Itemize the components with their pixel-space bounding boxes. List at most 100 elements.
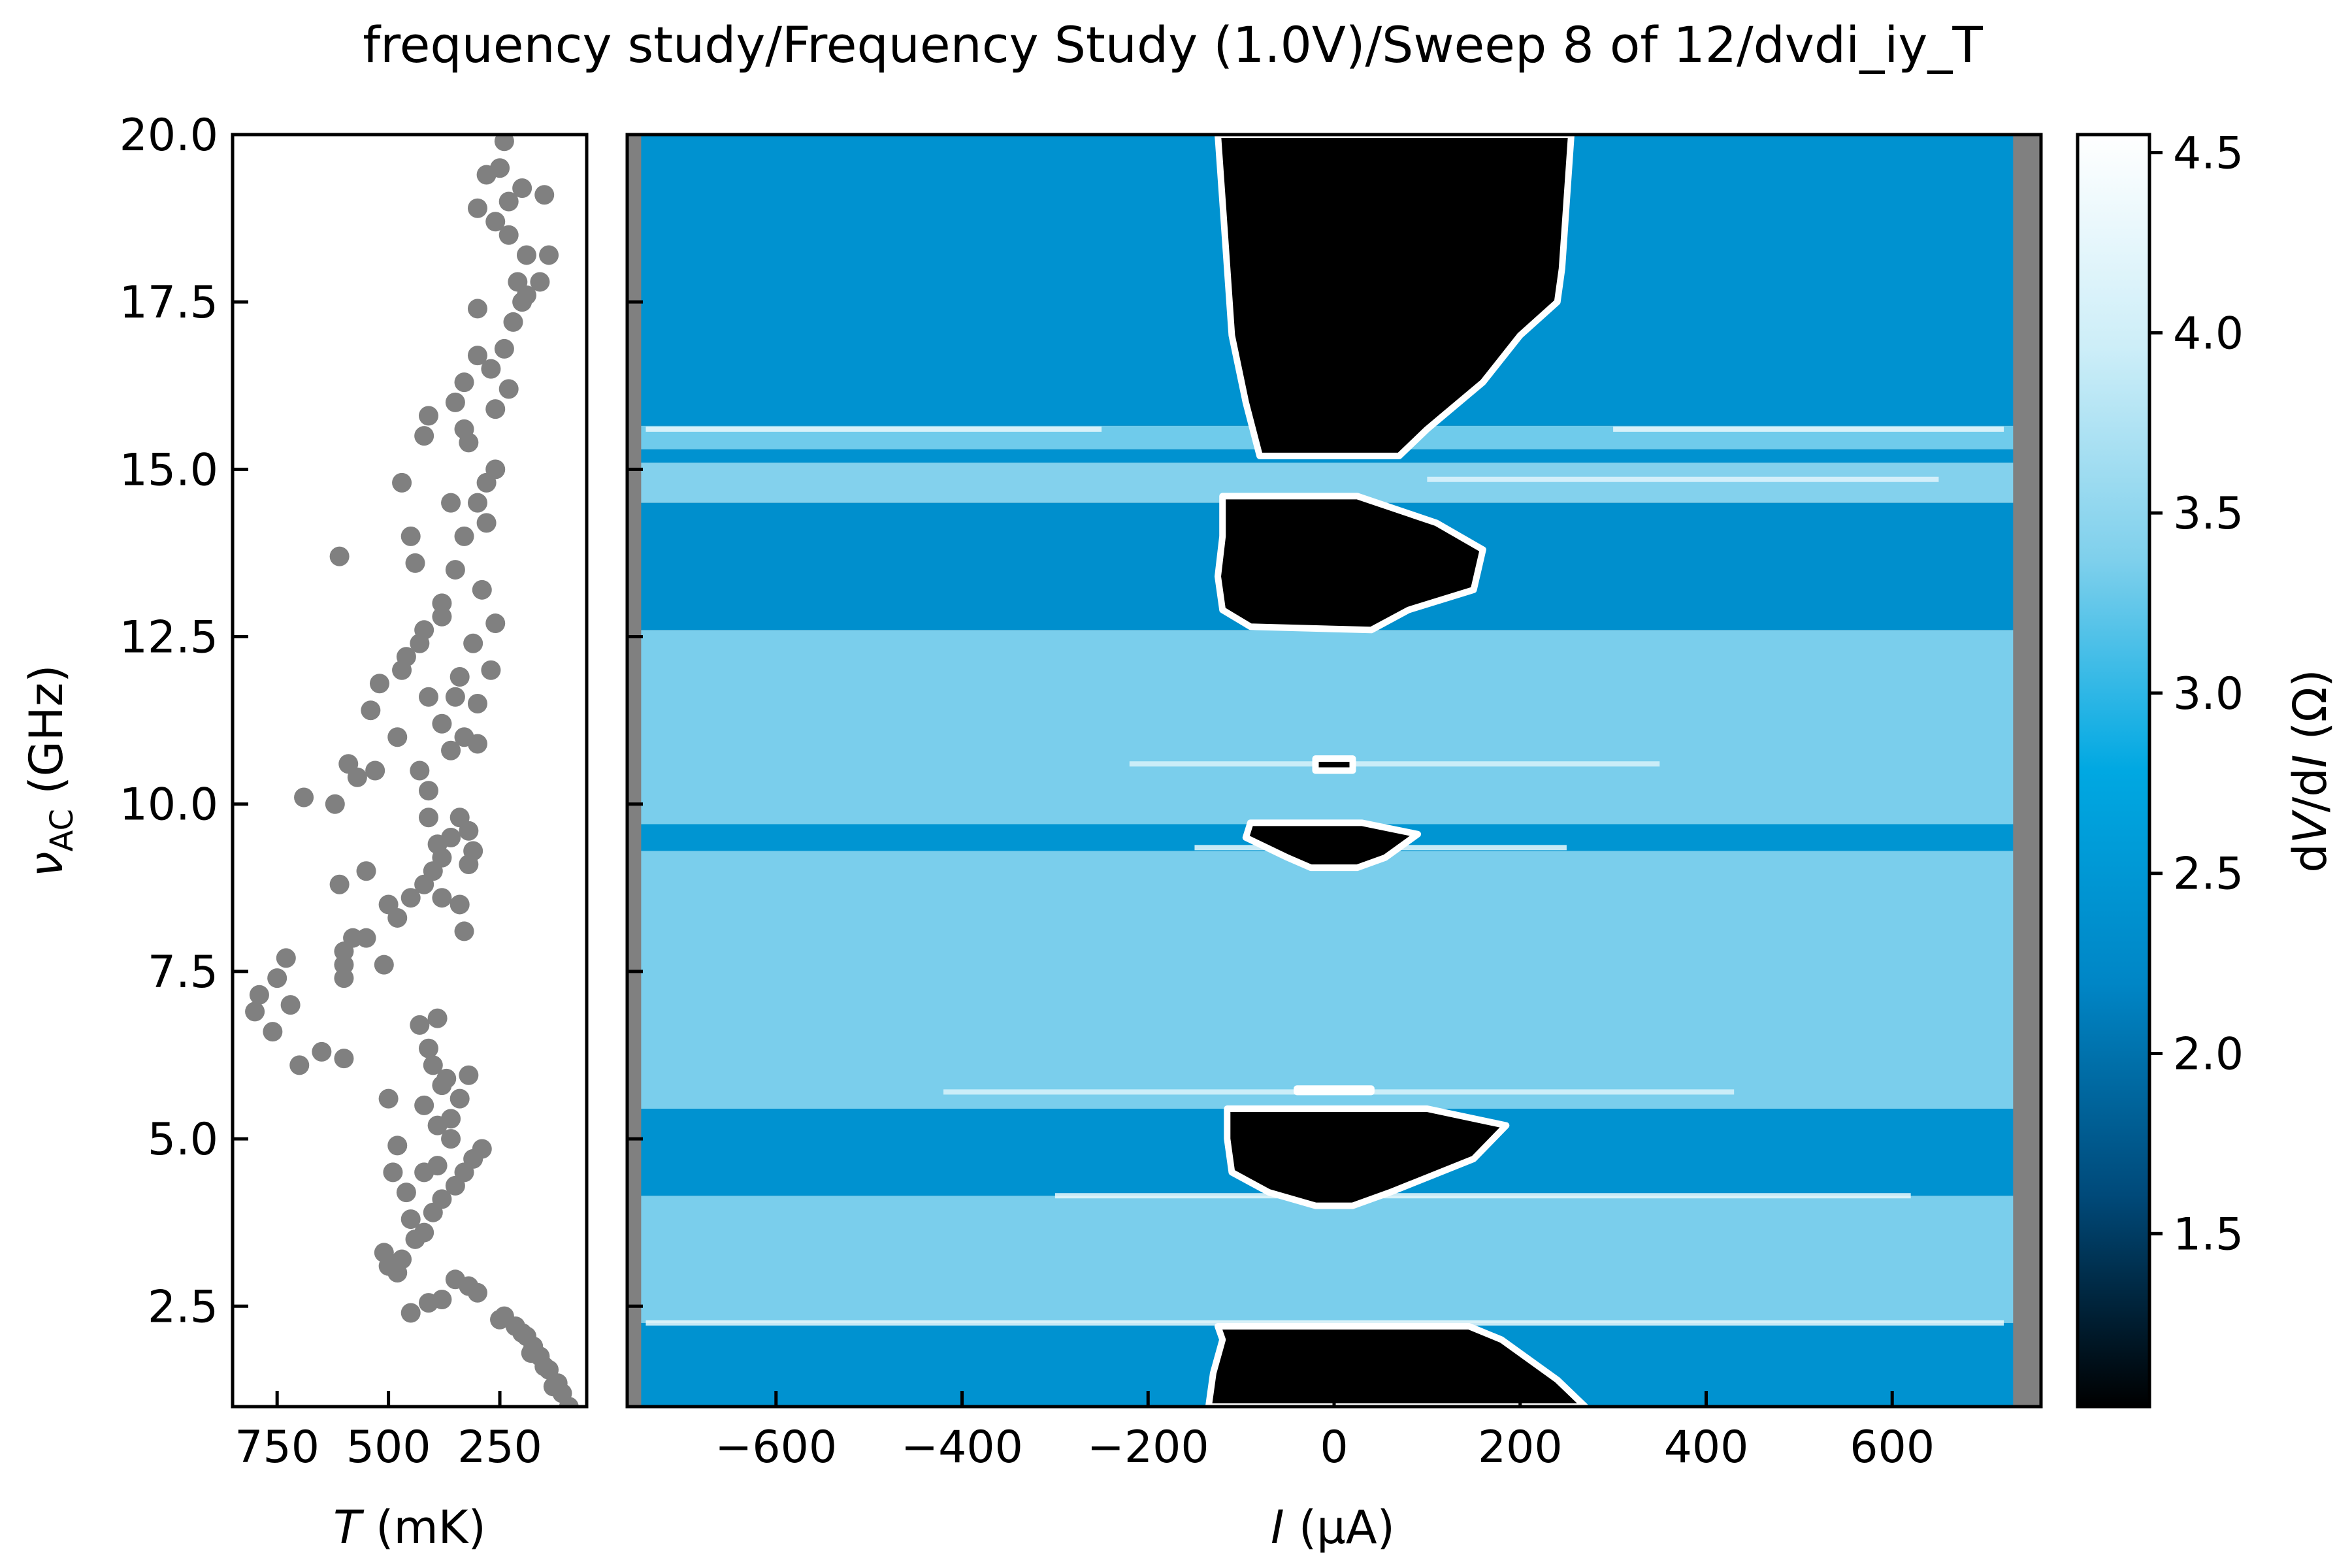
scatter-point [503, 312, 523, 332]
region-4-5 [1224, 1105, 1510, 1209]
scatter-point [325, 794, 345, 814]
scatter-point [400, 526, 421, 546]
chart-title: frequency study/Frequency Study (1.0V)/S… [363, 16, 1983, 74]
scatter-point [280, 995, 301, 1015]
temperature-panel: 750 500 250 2.55.07.510.012.515.017.520.0 … [20, 110, 589, 1554]
scatter-frame [231, 133, 589, 1409]
scatter-point [481, 660, 501, 680]
scatter-point [410, 1015, 430, 1035]
x-tick-label: −200 [1087, 1422, 1209, 1473]
heatmap-band [641, 1196, 2014, 1323]
scatter-point [454, 372, 474, 393]
scatter-point [387, 1135, 408, 1156]
heatmap-band [641, 630, 2014, 825]
scatter-point [418, 808, 438, 828]
scatter-point [481, 359, 501, 379]
scatter-point [445, 392, 465, 412]
scatter-point [485, 399, 506, 419]
scatter-point [467, 198, 487, 218]
region-12-14 [1215, 493, 1486, 634]
scatter-point [400, 888, 421, 908]
x-tick-label: 500 [346, 1422, 431, 1473]
scatter-point [329, 546, 350, 566]
scatter-point [387, 727, 408, 747]
scatter-point [410, 760, 430, 781]
scatter-point [249, 985, 269, 1005]
y-tick-label: 10.0 [120, 779, 218, 831]
x-tick-label: 200 [1478, 1422, 1563, 1473]
colorbar-tick-label: 2.5 [2173, 849, 2244, 900]
scatter-point [449, 1088, 470, 1109]
x-tick-label: 250 [457, 1422, 542, 1473]
scatter-point [263, 1022, 283, 1042]
scatter-point [396, 1183, 416, 1203]
y-tick-label: 7.5 [148, 947, 218, 998]
scatter-point [334, 968, 354, 988]
colorbar-tick-label: 3.5 [2173, 488, 2244, 540]
scatter-point [418, 406, 438, 426]
region-9 [1242, 819, 1422, 872]
colorbar-axis: 1.5 2.0 2.5 3.0 3.5 4.0 4.5 [2149, 128, 2244, 1260]
scatter-point [427, 834, 448, 855]
scatter-y-label: νAC (GHz) [20, 664, 80, 877]
scatter-point [490, 1309, 510, 1330]
scatter-point [414, 620, 434, 640]
scatter-point [476, 165, 497, 185]
scatter-point [400, 1209, 421, 1230]
scatter-point [441, 493, 461, 513]
colorbar-frame [2076, 133, 2151, 1409]
y-tick-label: 2.5 [148, 1281, 218, 1333]
scatter-point [356, 861, 376, 881]
scatter-point [369, 674, 389, 694]
scatter-point [530, 272, 550, 292]
scatter-point [392, 1249, 412, 1269]
scatter-point [476, 513, 497, 533]
region-5 [1294, 1085, 1375, 1096]
scatter-point [418, 1038, 438, 1058]
x-tick-label: 0 [1320, 1422, 1348, 1473]
scatter-point [338, 754, 359, 774]
scatter-point [396, 647, 416, 667]
heatmap-x-axis: −600 −400 −200 0 200 400 600 [715, 1391, 1935, 1473]
scatter-point [516, 245, 536, 265]
scatter-point [467, 694, 487, 714]
scatter-point [543, 1377, 563, 1397]
colorbar-tick-label: 3.0 [2173, 668, 2244, 720]
scatter-point [378, 1088, 399, 1109]
scatter-point [485, 613, 506, 634]
scatter-point [294, 787, 314, 808]
x-tick-label: 400 [1664, 1422, 1749, 1473]
scatter-point [516, 285, 536, 305]
scatter-point [539, 245, 559, 265]
scatter-point [454, 526, 474, 546]
scatter-point [329, 874, 350, 894]
scatter-x-axis: 750 500 250 [235, 1391, 542, 1473]
scatter-point [334, 1049, 354, 1069]
scatter-point [343, 928, 363, 948]
scatter-point [494, 338, 514, 359]
scatter-point [432, 606, 452, 627]
heatmap-streak [1054, 1193, 1911, 1199]
colorbar-tick-label: 2.0 [2173, 1028, 2244, 1080]
heatmap-streak [645, 1320, 2004, 1326]
scatter-point [445, 1269, 465, 1290]
y-tick-label: 5.0 [148, 1114, 218, 1166]
colorbar-label: dV/dI (Ω) [2283, 669, 2337, 872]
scatter-x-label: T (mK) [333, 1501, 486, 1554]
scatter-point [427, 1156, 448, 1176]
scatter-point [467, 493, 487, 513]
heatmap-streak [1613, 426, 2004, 432]
scatter-point [449, 894, 470, 915]
scatter-point [361, 700, 381, 721]
scatter-point [498, 225, 519, 245]
y-tick-label: 17.5 [120, 277, 218, 329]
heatmap-streak [1129, 761, 1660, 767]
heatmap-x-label: I (μA) [1271, 1501, 1395, 1554]
scatter-point [392, 472, 412, 493]
scatter-point [334, 955, 354, 975]
scatter-point [485, 459, 506, 480]
x-tick-label: 600 [1850, 1422, 1935, 1473]
scatter-point [454, 921, 474, 941]
scatter-point [459, 1065, 479, 1085]
